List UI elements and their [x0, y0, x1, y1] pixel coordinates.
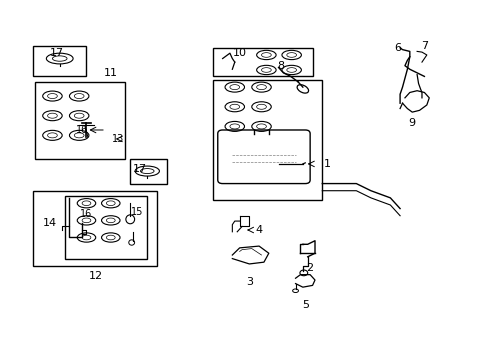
Text: 12: 12 [89, 271, 103, 282]
Text: 16: 16 [80, 209, 92, 219]
Text: 2: 2 [306, 262, 313, 273]
Text: 14: 14 [43, 218, 57, 228]
Text: 17: 17 [133, 164, 147, 174]
Text: 17: 17 [50, 48, 64, 58]
Text: 4: 4 [255, 225, 262, 235]
Text: 6: 6 [393, 43, 400, 53]
Text: 15: 15 [131, 207, 143, 217]
Text: 3: 3 [245, 277, 252, 287]
Text: 9: 9 [408, 118, 415, 128]
Text: 5: 5 [301, 300, 308, 310]
Text: 7: 7 [420, 41, 427, 51]
Text: 10: 10 [232, 48, 246, 58]
Text: 8: 8 [277, 61, 284, 71]
Text: 11: 11 [103, 68, 118, 78]
Text: 1: 1 [323, 159, 330, 169]
Text: 13: 13 [112, 134, 124, 144]
Text: 16: 16 [75, 125, 87, 135]
